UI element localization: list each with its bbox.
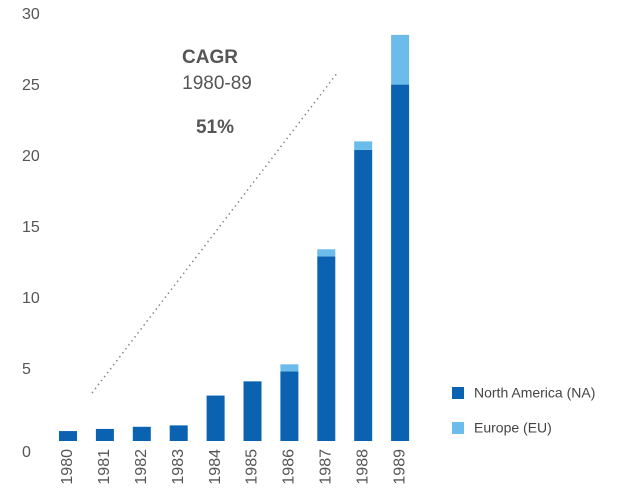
bar-segment — [206, 395, 225, 441]
bar-segment — [169, 425, 188, 441]
annotation: 51% — [196, 117, 234, 138]
legend-label: Europe (EU) — [474, 420, 552, 436]
x-tick-label: 1984 — [207, 449, 224, 485]
x-tick-label: 1981 — [96, 449, 113, 485]
x-tick-label: 1983 — [170, 449, 187, 485]
bar-segment — [132, 426, 151, 441]
y-tick-label: 20 — [22, 148, 40, 165]
y-tick-label: 10 — [22, 290, 40, 307]
bar-segment — [391, 34, 410, 85]
bar-segment — [95, 428, 114, 441]
x-tick-label: 1982 — [133, 449, 150, 485]
y-tick-label: 5 — [22, 361, 31, 378]
legend-label: North America (NA) — [474, 385, 595, 401]
y-tick-label: 30 — [22, 6, 40, 23]
x-tick-label: 1987 — [318, 449, 335, 485]
y-tick-label: 15 — [22, 219, 40, 236]
x-tick-label: 1986 — [281, 449, 298, 485]
x-tick-label: 1985 — [244, 449, 261, 485]
bar-segment — [354, 141, 373, 150]
bar-segment — [280, 371, 299, 441]
legend-swatch — [452, 387, 464, 399]
x-tick-label: 1988 — [354, 449, 371, 485]
y-tick-label: 0 — [22, 444, 31, 461]
bar-segment — [243, 381, 262, 441]
y-tick-label: 25 — [22, 77, 40, 94]
bar-segment — [317, 256, 336, 441]
annotation: 1980-89 — [182, 73, 252, 94]
x-tick-label: 1989 — [391, 449, 408, 485]
bar-segment — [317, 249, 336, 257]
legend-swatch — [452, 422, 464, 434]
bar-segment — [59, 431, 77, 441]
bar-segment — [354, 149, 373, 441]
bar-segment — [391, 84, 410, 441]
bar-segment — [280, 364, 299, 372]
x-tick-label: 1980 — [59, 449, 76, 485]
annotation: CAGR — [182, 47, 238, 68]
